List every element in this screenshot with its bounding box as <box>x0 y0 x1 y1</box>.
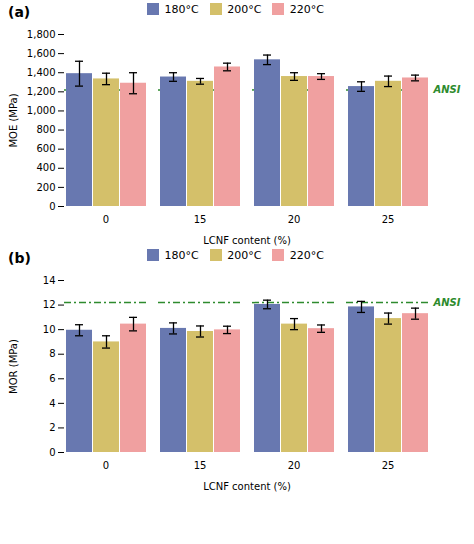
svg-text:2: 2 <box>49 422 55 433</box>
svg-text:20: 20 <box>288 214 301 225</box>
html-text:180°C: 180°C <box>164 2 199 16</box>
html-text:180°C: 180°C <box>164 248 199 262</box>
svg-text:ANSI: ANSI <box>433 84 461 95</box>
svg-text:1,000: 1,000 <box>27 105 56 116</box>
svg-text:14: 14 <box>43 275 56 286</box>
svg-text:200: 200 <box>36 182 55 193</box>
html-text:(b): (b) <box>8 250 31 266</box>
svg-text:10: 10 <box>43 324 56 335</box>
html-text:220°C: 220°C <box>289 248 324 262</box>
svg-text:15: 15 <box>194 214 207 225</box>
svg-text:4: 4 <box>49 398 55 409</box>
svg-text:600: 600 <box>36 143 55 154</box>
html-text:200°C: 200°C <box>227 2 262 16</box>
svg-text:6: 6 <box>49 373 55 384</box>
svg-text:1,600: 1,600 <box>27 48 56 59</box>
svg-text:MOE (MPa): MOE (MPa) <box>8 93 19 147</box>
svg-text:LCNF content (%): LCNF content (%) <box>203 235 291 246</box>
svg-text:0: 0 <box>103 214 109 225</box>
svg-text:1,800: 1,800 <box>27 29 56 40</box>
html-text:220°C: 220°C <box>289 2 324 16</box>
svg-text:1,200: 1,200 <box>27 86 56 97</box>
svg-text:25: 25 <box>382 214 395 225</box>
svg-text:800: 800 <box>36 124 55 135</box>
svg-text:12: 12 <box>43 299 56 310</box>
svg-text:MOR (MPa): MOR (MPa) <box>8 339 19 394</box>
html-text:(a): (a) <box>8 4 31 20</box>
svg-text:1,400: 1,400 <box>27 67 56 78</box>
svg-text:8: 8 <box>49 348 55 359</box>
svg-text:0: 0 <box>103 460 109 471</box>
svg-text:0: 0 <box>49 447 55 458</box>
svg-text:LCNF content (%): LCNF content (%) <box>203 481 291 492</box>
svg-text:25: 25 <box>382 460 395 471</box>
html-text:200°C: 200°C <box>227 248 262 262</box>
svg-text:ANSI: ANSI <box>433 297 461 308</box>
svg-text:15: 15 <box>194 460 207 471</box>
svg-text:400: 400 <box>36 162 55 173</box>
svg-text:0: 0 <box>49 201 55 212</box>
svg-text:20: 20 <box>288 460 301 471</box>
